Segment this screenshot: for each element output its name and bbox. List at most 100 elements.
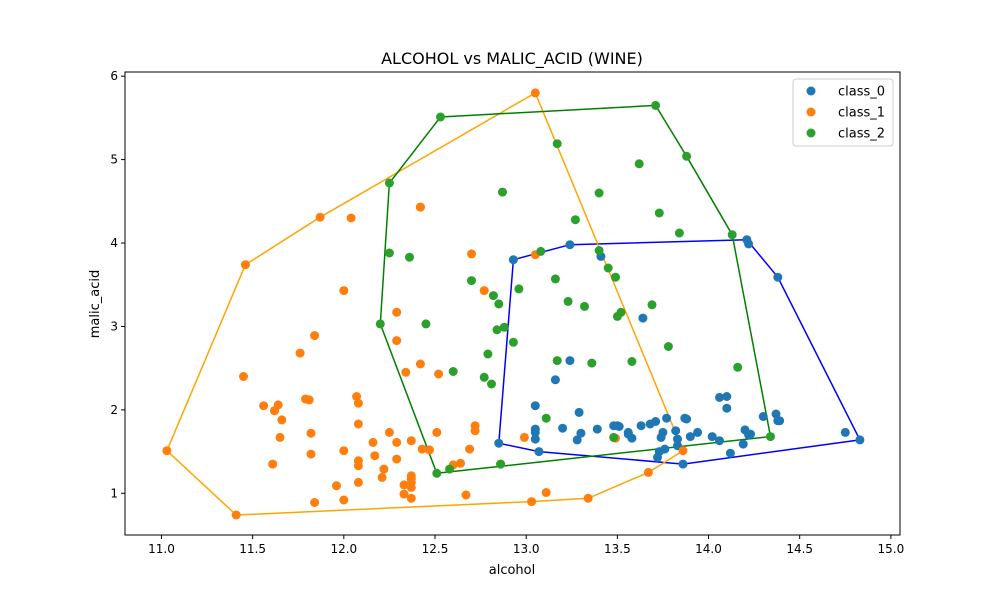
legend-marker-class_1 (806, 107, 816, 117)
point-class_1-12 (678, 446, 688, 456)
point-class_2-27 (421, 319, 431, 329)
point-class_1-19 (399, 489, 409, 499)
point-class_2-19 (536, 246, 546, 256)
point-class_2-32 (494, 299, 504, 309)
point-class_0-45 (742, 235, 752, 245)
point-class_0-55 (623, 427, 633, 437)
point-class_2-4 (432, 468, 442, 478)
point-class_1-67 (417, 444, 427, 454)
point-class_2-40 (375, 319, 385, 329)
point-class_1-60 (339, 286, 349, 296)
point-class_1-31 (353, 419, 363, 429)
point-class_2-7 (436, 112, 445, 122)
point-class_1-66 (352, 392, 362, 401)
point-class_2-22 (541, 413, 551, 423)
data-points (162, 88, 865, 520)
point-class_1-49 (379, 464, 389, 474)
point-class_1-51 (240, 260, 250, 270)
point-class_2-37 (488, 291, 498, 301)
x-tick-label: 15.0 (878, 542, 905, 556)
legend-label-class_2: class_2 (838, 127, 885, 142)
point-class_0-47 (685, 432, 695, 442)
point-class_1-10 (377, 472, 387, 482)
point-class_2-2 (487, 379, 496, 389)
point-class_0-27 (576, 428, 586, 438)
point-class_0-26 (592, 424, 602, 434)
point-class_0-11 (725, 448, 735, 458)
point-class_2-8 (611, 272, 620, 282)
point-class_1-20 (467, 249, 476, 259)
point-class_2-3 (467, 276, 476, 286)
point-class_2-44 (594, 246, 604, 255)
point-class_1-16 (277, 415, 287, 425)
point-class_0-43 (565, 240, 575, 250)
point-class_2-36 (603, 263, 613, 273)
point-class_1-21 (339, 495, 349, 505)
x-tick-label: 12.5 (422, 542, 449, 556)
point-class_0-8 (855, 435, 865, 445)
point-class_0-52 (671, 426, 681, 436)
point-class_1-33 (465, 444, 475, 454)
point-class_0-21 (508, 255, 518, 265)
point-class_1-8 (406, 474, 416, 484)
point-class_1-1 (399, 480, 409, 490)
point-class_1-27 (368, 437, 378, 447)
point-class_0-49 (693, 427, 703, 437)
point-class_1-38 (392, 454, 402, 464)
legend-marker-class_2 (806, 128, 816, 138)
point-class_2-45 (570, 215, 580, 225)
x-tick-label: 13.0 (513, 542, 540, 556)
point-class_1-18 (310, 331, 320, 341)
point-class_0-9 (678, 459, 688, 469)
point-class_2-47 (727, 230, 737, 240)
point-class_0-48 (722, 403, 732, 413)
point-class_0-33 (660, 444, 670, 454)
point-class_2-35 (654, 208, 664, 218)
point-class_0-1 (558, 423, 568, 433)
hull-class_1 (166, 91, 684, 516)
point-class_2-28 (766, 432, 775, 442)
plot-frame (124, 71, 901, 536)
point-class_1-25 (310, 498, 320, 507)
point-class_2-1 (499, 322, 509, 332)
point-class_1-54 (231, 510, 241, 520)
point-class_2-16 (682, 151, 692, 161)
point-class_1-52 (434, 369, 444, 379)
chart-title: ALCOHOL vs MALIC_ACID (WINE) (381, 49, 643, 69)
point-class_1-50 (268, 459, 278, 469)
point-class_2-10 (508, 337, 518, 347)
point-class_0-13 (840, 427, 850, 437)
point-class_2-26 (674, 228, 684, 238)
point-class_2-14 (384, 248, 394, 258)
point-class_1-14 (519, 432, 529, 442)
point-class_1-48 (470, 426, 480, 436)
point-class_1-45 (432, 427, 442, 437)
point-class_0-51 (673, 434, 682, 444)
y-tick-label: 3 (110, 319, 118, 333)
point-class_1-72 (270, 406, 279, 416)
point-class_1-63 (415, 202, 425, 212)
point-class_0-7 (715, 392, 724, 402)
point-class_0-16 (758, 412, 768, 421)
point-class_0-35 (609, 421, 619, 431)
point-class_1-26 (461, 490, 471, 500)
point-class_2-0 (496, 459, 506, 469)
point-class_0-2 (550, 375, 560, 385)
point-class_1-57 (306, 449, 316, 459)
legend-label-class_0: class_0 (838, 85, 885, 100)
point-class_1-40 (392, 307, 402, 317)
point-class_0-36 (572, 435, 582, 445)
point-class_0-29 (707, 432, 717, 442)
x-tick-label: 14.5 (786, 542, 813, 556)
point-class_2-20 (612, 311, 622, 321)
legend: class_0 class_1 class_2 (792, 78, 894, 147)
point-class_0-37 (530, 434, 540, 444)
point-class_0-53 (662, 413, 672, 423)
legend-label-class_1: class_1 (838, 106, 885, 121)
point-class_0-50 (530, 427, 540, 437)
point-class_1-56 (162, 446, 172, 456)
point-class_2-46 (552, 356, 562, 366)
point-class_2-9 (492, 325, 502, 335)
point-class_1-7 (541, 488, 551, 497)
